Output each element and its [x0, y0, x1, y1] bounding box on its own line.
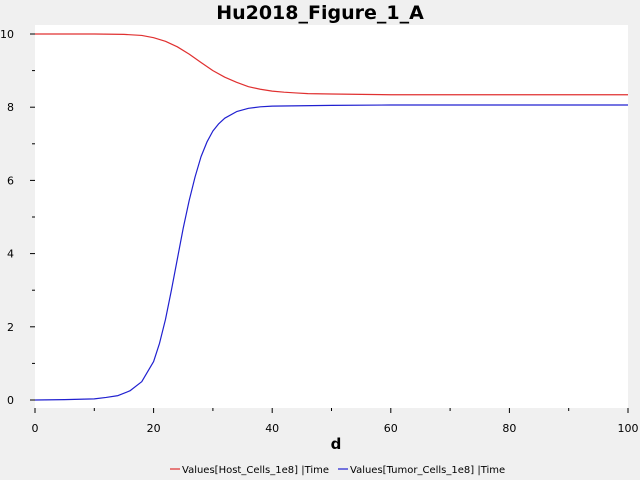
chart-title: Hu2018_Figure_1_A	[216, 2, 424, 24]
x-tick-label: 100	[618, 422, 639, 435]
y-tick-label: 0	[7, 394, 14, 407]
series-lines	[34, 33, 628, 401]
x-tick-label: 40	[265, 422, 279, 435]
legend-label: Values[Host_Cells_1e8] |Time	[182, 465, 329, 476]
y-tick-label: 6	[7, 174, 14, 187]
y-tick-label: 4	[7, 248, 14, 261]
y-tick-label: 2	[7, 321, 14, 334]
series-line-1	[34, 104, 628, 401]
x-tick-label: 60	[384, 422, 398, 435]
y-tick-label: 10	[0, 28, 14, 41]
legend-label: Values[Tumor_Cells_1e8] |Time	[350, 465, 505, 476]
x-tick-label: 0	[32, 422, 39, 435]
y-axis-ticks: 0 2 4 6 8 10	[0, 28, 35, 407]
x-tick-label: 80	[502, 422, 516, 435]
plot-area	[35, 25, 628, 408]
x-axis-title: d	[331, 435, 342, 453]
y-tick-label: 8	[7, 101, 14, 114]
x-axis-ticks: 0 20 40 60 80 100	[32, 408, 639, 435]
series-line-0	[35, 33, 628, 96]
x-tick-label: 20	[147, 422, 161, 435]
legend: Values[Host_Cells_1e8] |Time Values[Tumor…	[170, 465, 505, 476]
